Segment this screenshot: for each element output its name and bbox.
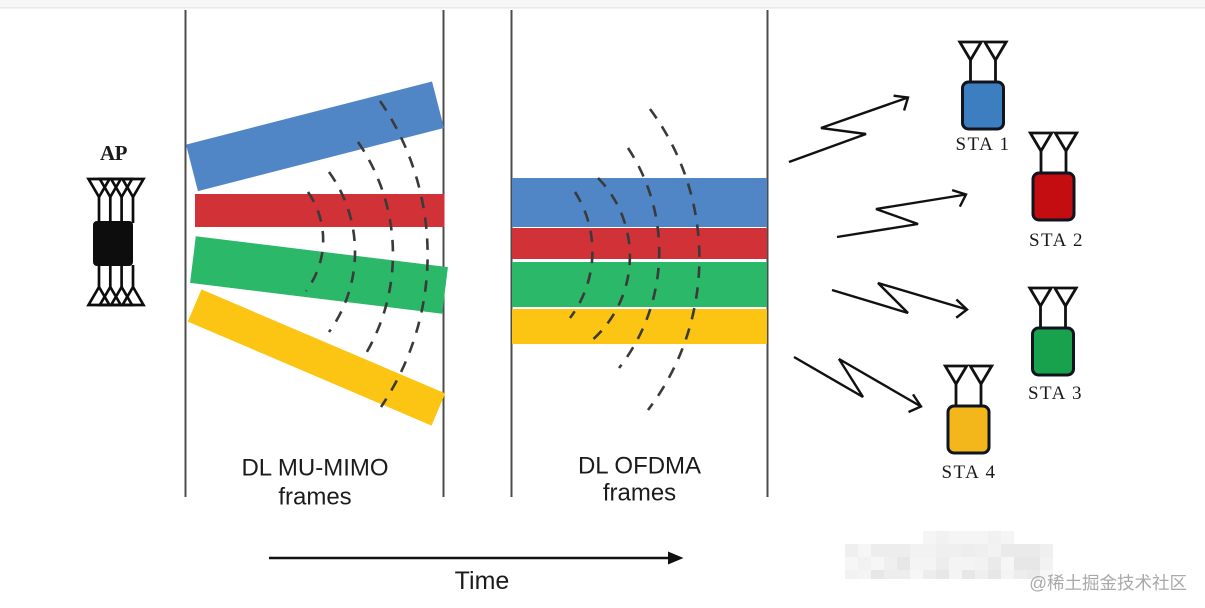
svg-text:STA 3: STA 3 — [1028, 383, 1083, 404]
svg-text:STA 2: STA 2 — [1029, 230, 1084, 251]
svg-text:AP: AP — [100, 141, 128, 165]
svg-text:@稀土掘金技术社区: @稀土掘金技术社区 — [1029, 573, 1187, 593]
svg-text:DL MU-MIMO: DL MU-MIMO — [241, 455, 388, 482]
svg-text:frames: frames — [278, 484, 351, 511]
svg-text:STA 4: STA 4 — [941, 462, 996, 483]
svg-text:DL OFDMA: DL OFDMA — [578, 453, 701, 480]
svg-text:Time: Time — [455, 567, 510, 595]
svg-text:frames: frames — [603, 480, 676, 507]
svg-text:STA 1: STA 1 — [955, 134, 1010, 155]
